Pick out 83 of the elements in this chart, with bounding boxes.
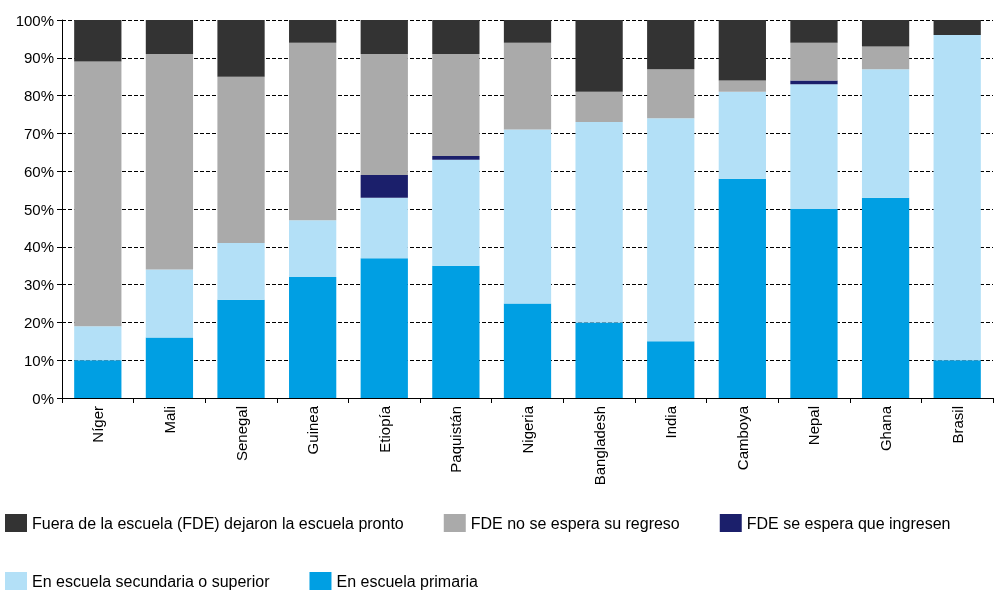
bar [933,360,981,398]
bar [575,91,623,123]
y-tick-label: 40% [23,238,54,256]
bar [575,122,623,323]
legend-label: Fuera de la escuela (FDE) dejaron la escuela pronto [32,514,404,532]
bar [74,20,122,62]
y-tick-label: 60% [23,162,54,180]
bar [647,118,695,342]
x-tick-label: Brasil [948,406,966,444]
bar [790,84,838,209]
bar [74,360,122,398]
bar [432,20,480,55]
bar [217,20,265,77]
bar [575,322,623,398]
bar [647,69,695,119]
x-tick-label: India [662,405,680,439]
legend-label: En escuela primaria [336,572,478,590]
bar [217,299,265,398]
bar [790,209,838,398]
bar [217,76,265,244]
bar [790,80,838,85]
bar [503,20,552,43]
bar [360,20,408,55]
y-tick-label: 10% [23,351,54,369]
y-tick-label: 90% [23,49,54,67]
y-tick-label: 20% [23,313,54,331]
bar [74,326,122,361]
x-tick-label: Mali [160,406,178,434]
bar [718,178,766,398]
bar [503,303,552,398]
bar [360,54,408,175]
legend-label: FDE no se espera su regreso [470,514,680,532]
x-tick-label: Paquistán [447,406,465,473]
bar [861,197,910,398]
y-tick-label: 50% [23,200,54,218]
x-tick-label: Nepal [805,406,823,446]
bar [790,20,838,43]
bar [360,174,408,198]
bar [432,159,480,266]
y-tick-label: 80% [23,87,54,105]
legend-label: En escuela secundaria o superior [32,572,271,590]
bar [74,61,122,327]
bar [933,35,981,361]
bar [861,46,910,70]
bar [933,20,981,36]
bar [432,54,480,157]
bar [861,69,910,198]
x-tick-label: Níger [89,406,107,443]
x-tick-label: Nigeria [519,405,536,454]
bar [360,197,408,259]
bar [647,341,695,398]
bar [145,269,194,338]
bar [790,42,838,81]
bar [145,20,194,55]
x-tick-label: Senegal [232,406,250,462]
bar [360,258,408,398]
x-tick-label: Etiopía [375,405,393,453]
bar [718,80,766,92]
bar [432,265,480,398]
bar [289,220,337,278]
bar [289,20,337,43]
bar [289,277,337,398]
bar [217,243,265,300]
x-tick-label: Camboya [733,405,751,471]
bar [647,20,695,70]
x-tick-label: Bangladesh [590,406,608,486]
bar [575,20,623,92]
bar [432,156,480,160]
legend-label: FDE se espera que ingresen [746,514,951,532]
bar [503,129,552,304]
bar [503,42,552,130]
bar [145,54,194,270]
y-tick-label: 0% [32,389,54,407]
bar [289,42,337,221]
x-tick-label: Guinea [304,405,322,455]
y-tick-label: 70% [23,124,54,142]
bar [861,20,910,47]
x-tick-label: Ghana [877,405,895,452]
y-tick-label: 100% [15,11,54,29]
bar [145,337,194,398]
bar [718,20,766,81]
bar [718,91,766,179]
y-tick-label: 30% [23,276,54,294]
